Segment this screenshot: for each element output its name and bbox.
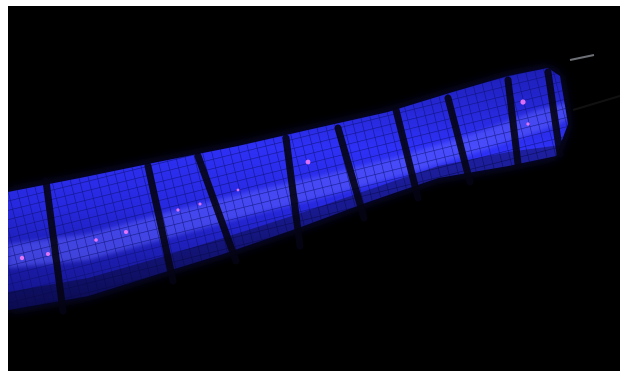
plasma-tube-image (8, 54, 620, 315)
spark-8 (305, 159, 311, 165)
tube-bands (42, 68, 564, 315)
spark-9 (520, 99, 526, 105)
spark-2 (46, 252, 50, 256)
spark-3 (94, 238, 98, 242)
spark-1 (19, 255, 25, 261)
tube-band-3 (194, 152, 240, 265)
tube-band-7 (444, 94, 474, 186)
tube-band-9 (544, 68, 564, 158)
wire-tip (569, 54, 595, 61)
tube-band-6 (392, 106, 422, 202)
tube-mesh (8, 68, 568, 310)
plasma-sparks (19, 99, 530, 261)
spark-10 (526, 122, 530, 126)
tube-band-2 (144, 162, 177, 285)
tube-band-1 (42, 177, 67, 315)
spark-7 (236, 188, 240, 192)
tube-band-8 (504, 76, 522, 168)
photo (8, 6, 620, 371)
spark-5 (176, 208, 180, 212)
tube-band-5 (334, 124, 368, 222)
spark-6 (198, 202, 202, 206)
spark-4 (124, 230, 128, 234)
wire-lower (572, 95, 620, 111)
tube-band-4 (282, 134, 304, 250)
